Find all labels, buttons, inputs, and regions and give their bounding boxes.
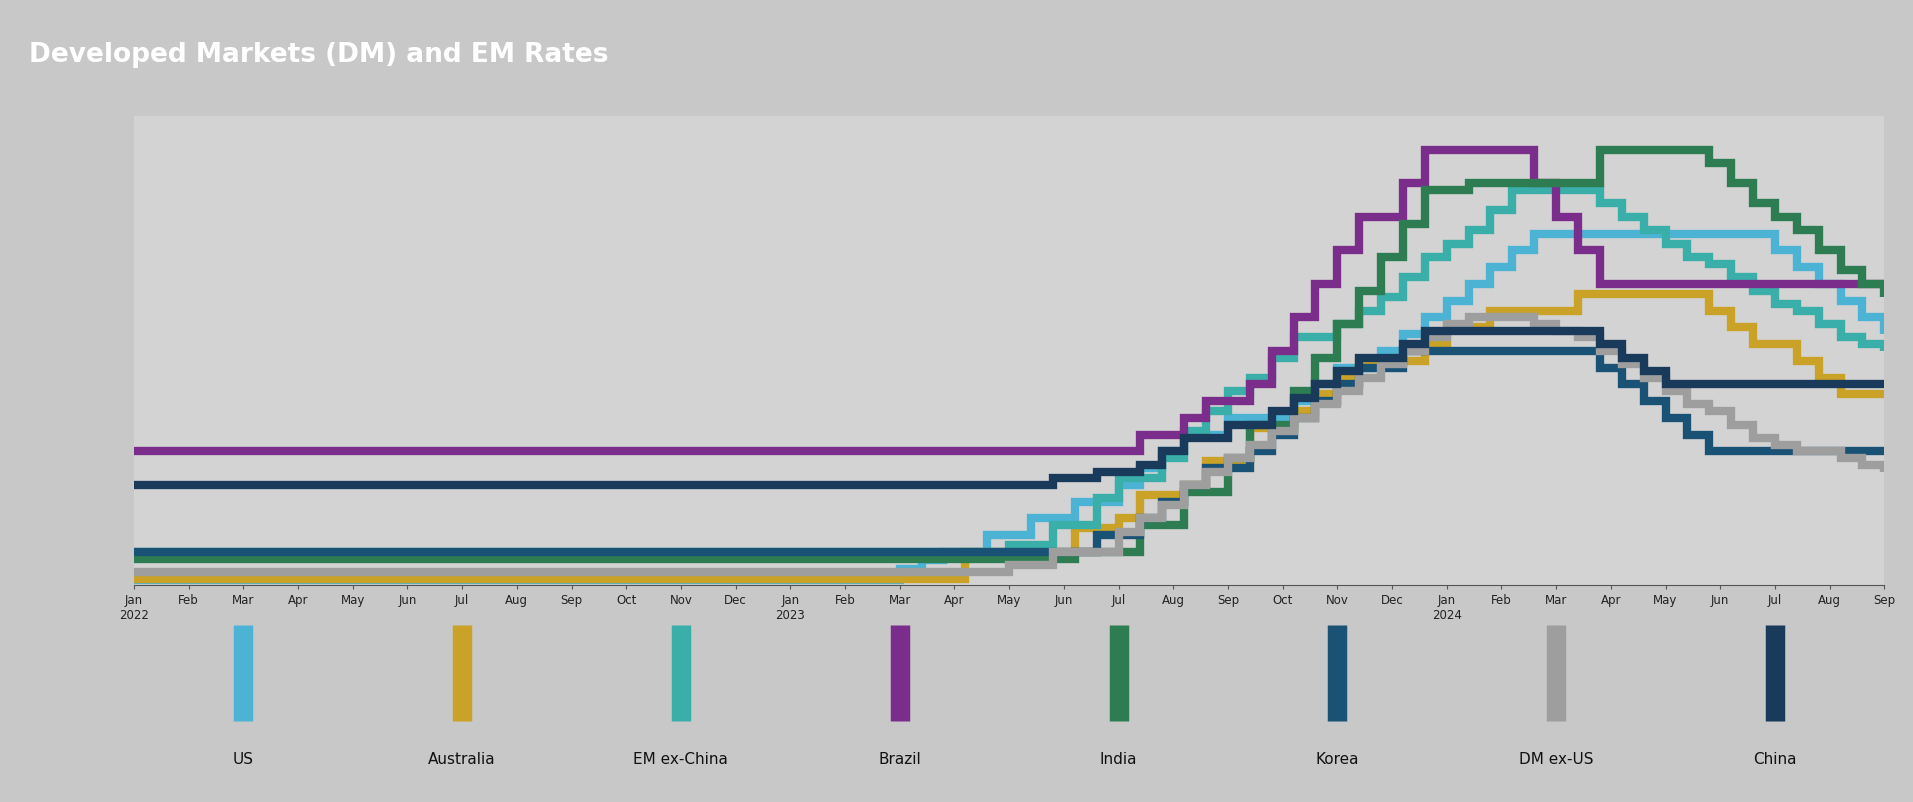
Text: DM ex-US: DM ex-US [1519, 751, 1594, 767]
Text: Developed Markets (DM) and EM Rates: Developed Markets (DM) and EM Rates [29, 43, 608, 68]
Text: US: US [233, 751, 254, 767]
Text: Australia: Australia [429, 751, 495, 767]
Text: Korea: Korea [1316, 751, 1358, 767]
Text: India: India [1100, 751, 1136, 767]
Text: EM ex-China: EM ex-China [633, 751, 729, 767]
Text: Brazil: Brazil [878, 751, 920, 767]
Text: China: China [1752, 751, 1796, 767]
